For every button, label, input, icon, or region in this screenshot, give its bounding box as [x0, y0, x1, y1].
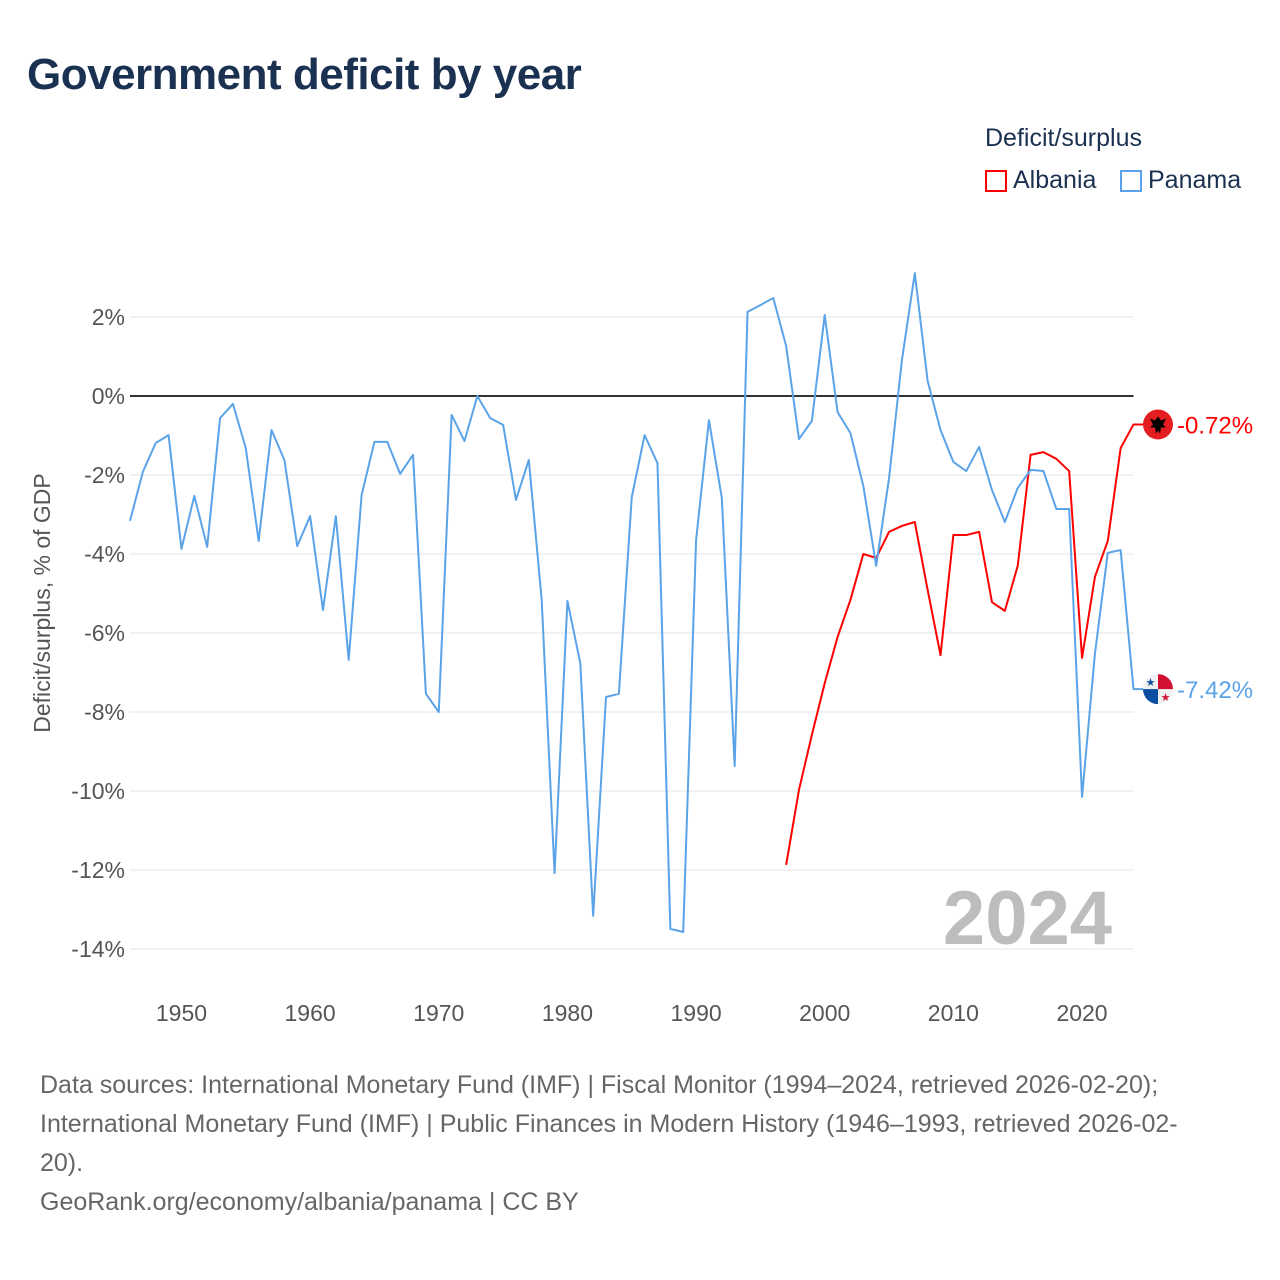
series-line-albania [785, 423, 1146, 866]
y-tick-label: 2% [92, 304, 125, 330]
albania-flag-icon [1143, 409, 1173, 440]
end-value-label-albania: -0.72% [1177, 412, 1253, 439]
y-tick-label: -10% [71, 778, 125, 804]
end-value-label-panama: -7.42% [1177, 677, 1253, 704]
x-tick-label: 2000 [799, 1000, 850, 1026]
legend-item-panama[interactable]: Panama [1120, 166, 1241, 195]
x-tick-label: 2010 [928, 1000, 979, 1026]
x-tick-label: 1990 [670, 1000, 721, 1026]
source-line-2: International Monetary Fund (IMF) | Publ… [40, 1110, 1178, 1138]
legend-swatch-panama [1120, 169, 1142, 192]
y-tick-label: -14% [71, 936, 125, 962]
x-tick-label: 2020 [1056, 1000, 1107, 1026]
line-chart: 2% 0% -2% -4% -6% -8% -10% -12% -14% 1950 1960 1970… [29, 272, 1253, 1026]
flag-red-quarter [1158, 674, 1173, 690]
panama-flag-icon: ★★ [1143, 674, 1173, 705]
x-tick-label: 1960 [285, 1000, 336, 1026]
legend-title: Deficit/surplus [985, 124, 1142, 152]
y-tick-label: -2% [84, 462, 125, 488]
series-line-panama [129, 272, 1146, 934]
legend-label-albania: Albania [1013, 166, 1097, 194]
legend-label-panama: Panama [1148, 166, 1242, 194]
chart-title: Government deficit by year [27, 50, 582, 99]
flag-body: ★★ [1143, 674, 1173, 705]
y-tick-label: -4% [84, 541, 125, 567]
y-tick-label: -12% [71, 857, 125, 883]
flag-blue-quarter [1143, 689, 1158, 705]
legend-item-albania[interactable]: Albania [985, 166, 1096, 195]
source-line-3: 20). [40, 1149, 84, 1177]
attribution-link[interactable]: GeoRank.org/economy/albania/panama | CC … [40, 1188, 579, 1216]
x-tick-label: 1950 [156, 1000, 207, 1026]
legend-swatch-albania [985, 169, 1007, 192]
x-tick-label: 1980 [542, 1000, 593, 1026]
y-tick-label: -6% [84, 620, 125, 646]
source-line-1: Data sources: International Monetary Fun… [40, 1071, 1159, 1099]
y-axis-label: Deficit/surplus, % of GDP [29, 473, 55, 732]
footer: Data sources: International Monetary Fun… [40, 1066, 1240, 1222]
eagle-icon [1150, 416, 1166, 434]
star-icon: ★ [1161, 692, 1171, 704]
y-tick-label: -8% [84, 699, 125, 725]
star-icon: ★ [1146, 677, 1156, 689]
x-tick-label: 1970 [413, 1000, 464, 1026]
year-watermark: 2024 [943, 876, 1112, 961]
y-tick-label: 0% [92, 383, 125, 409]
